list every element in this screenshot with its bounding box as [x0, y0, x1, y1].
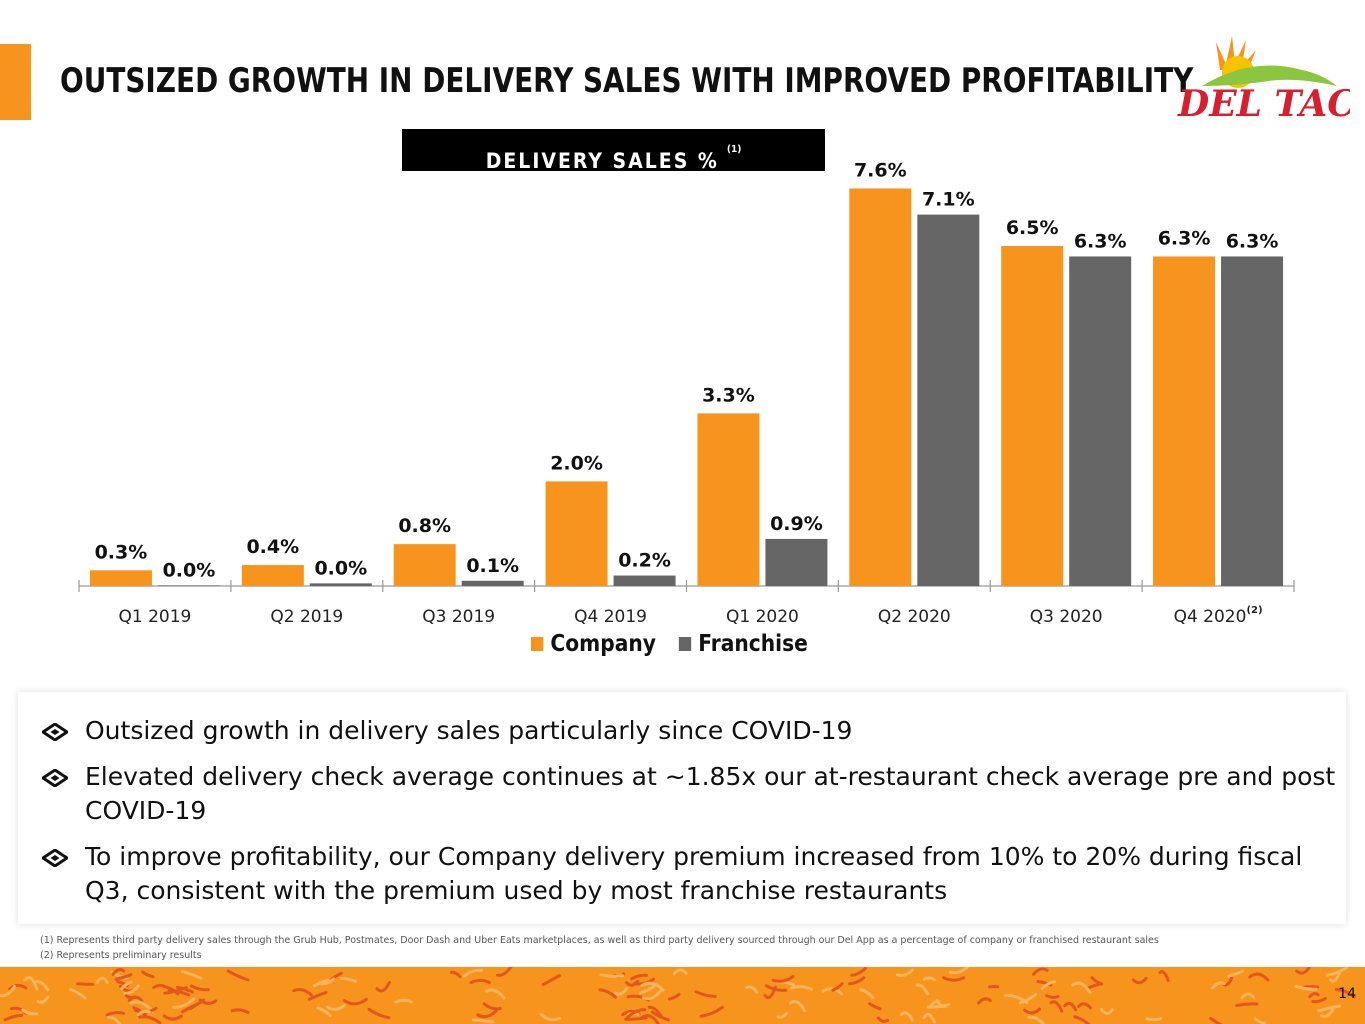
bar-franchise — [157, 585, 220, 586]
legend-label-franchise: Franchise — [698, 631, 808, 657]
title-accent-bar — [0, 44, 31, 120]
data-label-franchise: 0.1% — [466, 555, 519, 577]
hills-icon — [1202, 65, 1337, 86]
data-label-franchise: 0.0% — [163, 559, 216, 581]
data-label-company: 6.3% — [1158, 227, 1211, 249]
bar-company — [89, 570, 152, 586]
category-label: Q1 2019 — [119, 607, 192, 627]
chart-heading: DELIVERY SALES % (1) — [402, 129, 825, 173]
category-label: Q2 2019 — [270, 607, 343, 627]
bar-company — [849, 188, 912, 586]
data-label-franchise: 0.2% — [618, 550, 671, 572]
category-label: Q3 2020 — [1030, 607, 1103, 627]
bar-company — [393, 544, 456, 586]
data-label-company: 2.0% — [550, 452, 603, 474]
legend-swatch-franchise — [678, 637, 692, 651]
key-points-box: Outsized growth in delivery sales partic… — [18, 692, 1346, 924]
data-label-company: 0.3% — [95, 541, 148, 563]
legend-item-franchise: Franchise — [678, 631, 808, 657]
legend-item-company: Company — [531, 631, 656, 657]
bar-franchise — [309, 583, 372, 586]
legend-label-company: Company — [550, 631, 656, 657]
bar-franchise — [1221, 256, 1284, 586]
bar-company — [241, 565, 304, 586]
category-label: Q2 2020 — [878, 607, 951, 627]
logo-wordmark: DEL TACO — [1177, 83, 1350, 125]
key-point-text: Outsized growth in delivery sales partic… — [85, 716, 853, 745]
footnote-2: (2) Represents preliminary results — [40, 950, 202, 961]
bar-company — [1001, 246, 1064, 586]
data-label-franchise: 0.0% — [314, 557, 367, 579]
data-label-franchise: 6.3% — [1226, 230, 1279, 252]
data-label-company: 0.8% — [398, 515, 451, 537]
key-point: To improve profitability, our Company de… — [42, 840, 1342, 908]
bar-company — [1153, 256, 1216, 586]
key-point: Outsized growth in delivery sales partic… — [42, 714, 1342, 748]
chart-heading-footnote-ref: (1) — [726, 144, 742, 155]
delivery-sales-chart: Q1 2019 0.3% 0.0% Q2 2019 0.4% 0.0% Q3 2019 0.8… — [78, 159, 1295, 627]
key-point-text: To improve profitability, our Company de… — [85, 842, 1303, 905]
data-label-franchise: 7.1% — [922, 189, 975, 211]
data-label-company: 3.3% — [702, 384, 755, 406]
diamond-bullet-icon — [42, 723, 68, 741]
diamond-bullet-icon — [42, 769, 68, 787]
category-label: Q3 2019 — [422, 607, 495, 627]
category-label: Q1 2020 — [726, 607, 799, 627]
data-label-company: 7.6% — [854, 159, 907, 181]
decorative-pattern-band — [0, 967, 1365, 1024]
footnotes: (1) Represents third party delivery sale… — [40, 933, 1340, 963]
category-label: Q4 2020(2) — [1174, 605, 1263, 627]
key-points-list: Outsized growth in delivery sales partic… — [42, 714, 1342, 920]
bar-franchise — [1069, 256, 1132, 586]
slide-title: OUTSIZED GROWTH IN DELIVERY SALES WITH I… — [60, 61, 1194, 101]
bar-franchise — [613, 575, 676, 586]
footnote-1: (1) Represents third party delivery sale… — [40, 935, 1159, 946]
data-label-company: 6.5% — [1006, 217, 1059, 239]
bar-franchise — [461, 580, 524, 586]
data-label-franchise: 0.9% — [770, 513, 823, 535]
data-label-company: 0.4% — [246, 536, 299, 558]
legend-swatch-company — [531, 637, 544, 651]
diamond-bullet-icon — [42, 849, 68, 867]
page-number: 14 — [1338, 986, 1356, 1002]
category-label: Q4 2019 — [574, 607, 647, 627]
bar-franchise — [917, 214, 980, 586]
bar-company — [697, 413, 760, 586]
del-taco-logo: DEL TACO — [1177, 36, 1350, 125]
category-footnote-ref: (2) — [1246, 605, 1262, 616]
key-point: Elevated delivery check average continue… — [42, 760, 1342, 828]
data-label-franchise: 6.3% — [1074, 230, 1127, 252]
bar-company — [545, 481, 608, 586]
chart-heading-label: DELIVERY SALES % — [485, 149, 719, 173]
bar-franchise — [765, 538, 828, 586]
chart-legend: Company Franchise — [531, 628, 831, 660]
key-point-text: Elevated delivery check average continue… — [85, 762, 1336, 825]
